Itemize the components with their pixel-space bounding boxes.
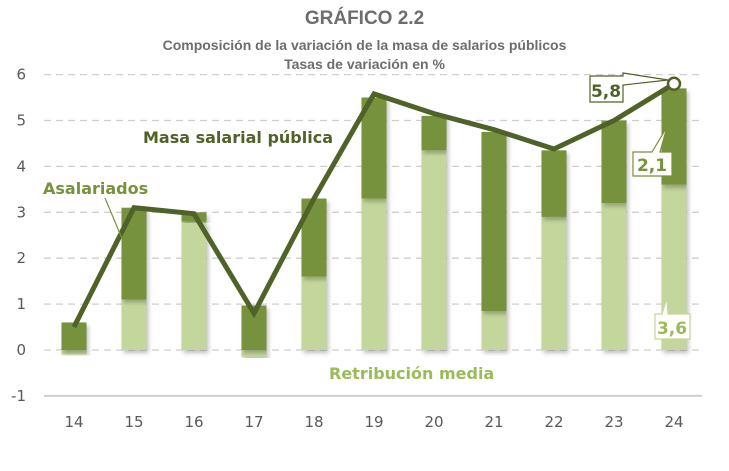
bar-retribuci-n-media-21 <box>481 310 507 350</box>
x-tick-label: 19 <box>364 413 383 431</box>
y-tick-label: 1 <box>16 295 26 313</box>
bars <box>61 88 687 357</box>
bar-retribuci-n-media-15 <box>121 299 147 350</box>
line-series <box>71 76 682 329</box>
x-tick-label: 20 <box>424 413 443 431</box>
x-tick-label: 23 <box>604 413 623 431</box>
callout-box-line <box>589 72 669 103</box>
bar-retribuci-n-media-22 <box>541 216 567 350</box>
chart-subtitle: Composición de la variación de la masa d… <box>162 37 567 53</box>
annotations: Masa salarial pública Asalariados Retribuc… <box>43 72 691 383</box>
y-axis: 6 5 4 3 2 1 0 -1 <box>11 66 26 405</box>
x-tick-label: 17 <box>244 413 263 431</box>
callout-box-asalariados <box>632 126 673 177</box>
x-tick-label: 18 <box>304 413 323 431</box>
x-tick-label: 21 <box>484 413 503 431</box>
x-tick-label: 14 <box>64 413 83 431</box>
bar-retribuci-n-media-18 <box>301 276 327 350</box>
y-tick-label: 3 <box>16 203 26 221</box>
bar-asalariados-21 <box>481 131 507 311</box>
data-label-retribucion-24: 3,6 <box>657 319 687 339</box>
y-tick-label: 5 <box>16 112 26 130</box>
y-tick-label: 2 <box>16 249 26 267</box>
y-tick-label: 0 <box>16 341 26 359</box>
chart-title: GRÁFICO 2.2 <box>304 8 425 29</box>
bar-asalariados-22 <box>541 150 567 217</box>
y-tick-label: 6 <box>16 66 26 84</box>
bar-retribuci-n-media-20 <box>421 150 447 350</box>
bar-retribuci-n-media-23 <box>601 203 627 350</box>
data-label-line-24: 5,8 <box>591 82 621 102</box>
bar-retribuci-n-media-19 <box>361 198 387 350</box>
bar-asalariados-23 <box>601 120 627 204</box>
data-label-asalariados-24: 2,1 <box>637 156 667 176</box>
bar-asalariados-19 <box>361 97 387 199</box>
x-tick-label: 22 <box>544 413 563 431</box>
bar-retribuci-n-media-16 <box>181 221 207 350</box>
label-asalariados: Asalariados <box>43 179 148 198</box>
x-tick-label: 24 <box>664 413 683 431</box>
bar-asalariados-20 <box>421 115 447 151</box>
bar-retribuci-n-media-14 <box>61 350 87 355</box>
line-end-marker <box>666 76 682 92</box>
bar-retribuci-n-media-17 <box>241 350 267 357</box>
label-masa-salarial: Masa salarial pública <box>143 128 333 147</box>
y-tick-label: 4 <box>16 157 26 175</box>
label-retribucion-media: Retribución media <box>329 364 494 383</box>
x-tick-label: 15 <box>124 413 143 431</box>
chart-subtitle-units: Tasas de variación en % <box>284 56 445 72</box>
x-tick-label: 16 <box>184 413 203 431</box>
y-tick-label: -1 <box>11 387 26 405</box>
leader-asalariados <box>104 197 127 249</box>
callout-box-retribucion <box>654 297 691 340</box>
x-axis: 14 15 16 17 18 19 20 21 22 23 24 <box>64 413 683 431</box>
